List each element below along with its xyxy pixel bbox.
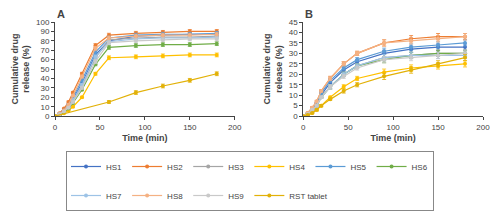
svg-text:HS3: HS3 (228, 163, 244, 172)
svg-text:0: 0 (53, 123, 58, 132)
svg-text:150: 150 (431, 123, 445, 132)
svg-text:200: 200 (476, 123, 490, 132)
svg-text:90: 90 (40, 27, 49, 36)
svg-text:0: 0 (45, 112, 50, 121)
svg-text:20: 20 (289, 70, 298, 79)
svg-text:40: 40 (40, 74, 49, 83)
svg-text:5: 5 (293, 101, 298, 110)
svg-text:A: A (57, 8, 65, 20)
svg-text:50: 50 (40, 65, 49, 74)
svg-text:60: 60 (40, 55, 49, 64)
svg-text:25: 25 (289, 60, 298, 69)
svg-text:HS5: HS5 (350, 163, 366, 172)
svg-text:50: 50 (95, 123, 104, 132)
svg-text:RST tablet: RST tablet (289, 192, 327, 201)
svg-text:Time (min): Time (min) (370, 133, 415, 143)
svg-text:35: 35 (289, 39, 298, 48)
svg-text:100: 100 (36, 18, 50, 27)
svg-text:20: 20 (40, 93, 49, 102)
svg-text:100: 100 (138, 123, 152, 132)
svg-text:0: 0 (301, 123, 306, 132)
svg-text:150: 150 (183, 123, 197, 132)
svg-text:100: 100 (386, 123, 400, 132)
svg-text:HS4: HS4 (289, 163, 305, 172)
svg-text:30: 30 (40, 84, 49, 93)
svg-text:B: B (305, 8, 313, 20)
svg-text:HS8: HS8 (167, 192, 183, 201)
svg-text:HS9: HS9 (228, 192, 244, 201)
svg-text:70: 70 (40, 46, 49, 55)
svg-text:80: 80 (40, 37, 49, 46)
svg-text:15: 15 (289, 81, 298, 90)
svg-text:45: 45 (289, 18, 298, 27)
svg-text:HS7: HS7 (106, 192, 122, 201)
svg-text:30: 30 (289, 49, 298, 58)
svg-text:10: 10 (289, 91, 298, 100)
svg-text:40: 40 (289, 28, 298, 37)
svg-text:50: 50 (344, 123, 353, 132)
svg-text:10: 10 (40, 102, 49, 111)
svg-text:0: 0 (293, 112, 298, 121)
svg-text:Cumulative drugrelease (%): Cumulative drugrelease (%) (10, 34, 32, 105)
svg-text:200: 200 (228, 123, 242, 132)
svg-text:HS1: HS1 (106, 163, 122, 172)
svg-text:HS2: HS2 (167, 163, 183, 172)
svg-text:Cumulative drugrelease (%): Cumulative drugrelease (%) (262, 34, 284, 105)
svg-text:Time (min): Time (min) (122, 133, 167, 143)
svg-text:HS6: HS6 (412, 163, 428, 172)
